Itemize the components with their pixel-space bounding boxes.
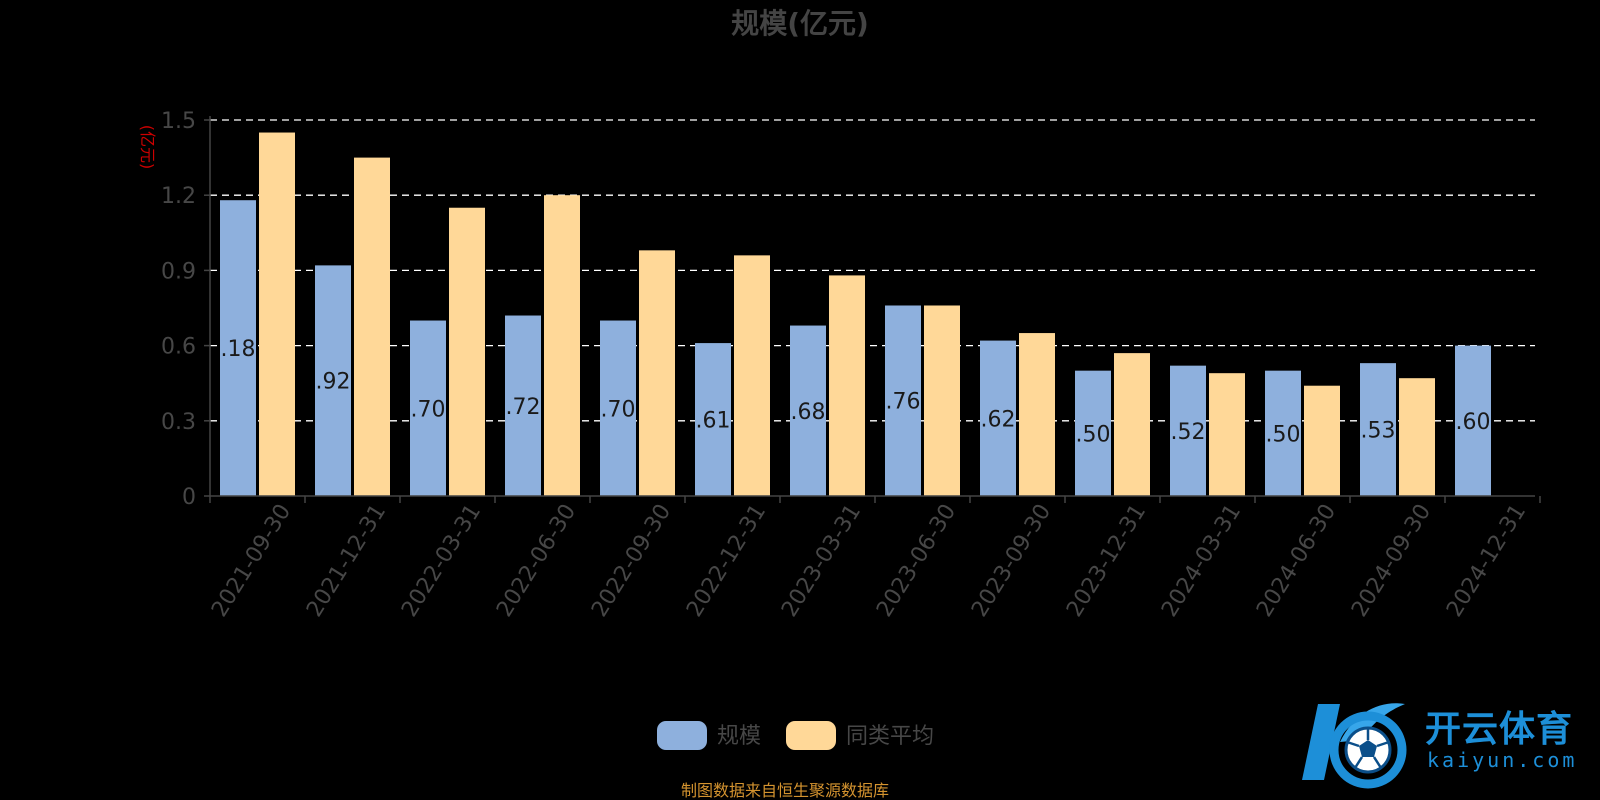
chart-title: 规模(亿元) — [731, 7, 869, 40]
bar-peer-average — [1304, 385, 1340, 496]
y-tick-label: 0.9 — [161, 259, 196, 284]
bar-scale — [1075, 370, 1111, 496]
x-tick-label: 2022-03-31 — [397, 500, 486, 622]
bar-peer-average — [1019, 333, 1055, 496]
data-label: .50 — [1266, 422, 1301, 447]
x-tick-label: 2022-06-30 — [492, 500, 581, 622]
data-label: .70 — [601, 397, 636, 422]
legend: 规模 同类平均 — [657, 721, 934, 750]
x-tick-label: 2021-12-31 — [302, 500, 391, 622]
y-tick-label: 0.6 — [161, 335, 196, 360]
data-label: .60 — [1456, 410, 1491, 435]
bar-peer-average — [734, 255, 770, 496]
data-label: .53 — [1361, 419, 1396, 444]
watermark-domain: kaiyun.com — [1427, 748, 1578, 772]
bar-scale — [600, 320, 636, 496]
y-tick-label: 1.2 — [161, 184, 196, 209]
y-axis-unit-label: (亿元) — [138, 125, 157, 170]
bar-scale — [695, 343, 731, 496]
bar-peer-average — [639, 250, 675, 496]
bar-scale — [315, 265, 351, 496]
bar-peer-average — [829, 275, 865, 496]
x-tick-label: 2024-06-30 — [1252, 500, 1341, 622]
bar-scale — [1455, 345, 1491, 496]
bar-scale — [1265, 370, 1301, 496]
source-note: 制图数据来自恒生聚源数据库 — [681, 781, 889, 800]
x-tick-label: 2023-03-31 — [777, 500, 866, 622]
bar-scale — [980, 340, 1016, 496]
gridlines — [210, 119, 1535, 422]
watermark-logo: 开云体育 kaiyun.com — [1300, 692, 1590, 792]
data-label: .52 — [1171, 420, 1206, 445]
legend-swatch-peer-average — [786, 721, 836, 750]
data-label: .18 — [221, 337, 256, 362]
bar-peer-average — [354, 157, 390, 496]
data-label: .72 — [506, 395, 541, 420]
data-label: .76 — [886, 390, 921, 415]
x-tick-label: 2023-12-31 — [1062, 500, 1151, 622]
data-labels: .18 .92 .70 .72 .70 .61 .68 .76 .62 .50 .52 .50 .53.… — [221, 337, 1491, 447]
x-tick-label: 2021-09-30 — [207, 500, 296, 622]
bar-peer-average — [1399, 378, 1435, 496]
bar-peer-average — [259, 132, 295, 497]
bar-scale — [410, 320, 446, 496]
data-label: .62 — [981, 407, 1016, 432]
data-label: .68 — [791, 400, 826, 425]
bar-scale — [885, 305, 921, 496]
y-tick-label: 1.5 — [161, 109, 196, 134]
data-label: .50 — [1076, 422, 1111, 447]
x-tick-label: 2023-06-30 — [872, 500, 961, 622]
bar-peer-average — [544, 195, 580, 496]
x-tick-label: 2024-12-31 — [1442, 500, 1531, 622]
x-tick-label: 2022-09-30 — [587, 500, 676, 622]
bar-peer-average — [1114, 353, 1150, 496]
legend-swatch-scale — [657, 721, 707, 750]
bar-peer-average — [924, 305, 960, 496]
data-label: .61 — [696, 409, 731, 434]
legend-label-peer-average: 同类平均 — [846, 724, 934, 749]
soccer-ball-logo-icon — [1302, 703, 1407, 789]
x-tick-label: 2024-09-30 — [1347, 500, 1436, 622]
data-label: .92 — [316, 370, 351, 395]
data-label: .70 — [411, 397, 446, 422]
x-tick-label: 2023-09-30 — [967, 500, 1056, 622]
bar-scale — [505, 315, 541, 496]
bar-scale — [220, 200, 256, 497]
x-tick-label: 2024-03-31 — [1157, 500, 1246, 622]
bars — [220, 132, 1491, 497]
bar-scale — [1170, 365, 1206, 496]
x-tick-label: 2022-12-31 — [682, 500, 771, 622]
y-tick-label: 0.3 — [161, 410, 196, 435]
bar-peer-average — [1209, 373, 1245, 496]
y-tick-label: 0 — [182, 485, 196, 510]
bar-scale — [790, 325, 826, 496]
bar-peer-average — [449, 207, 485, 496]
watermark-brand-name: 开云体育 — [1425, 709, 1574, 750]
bar-scale — [1360, 363, 1396, 496]
legend-label-scale: 规模 — [717, 724, 761, 749]
